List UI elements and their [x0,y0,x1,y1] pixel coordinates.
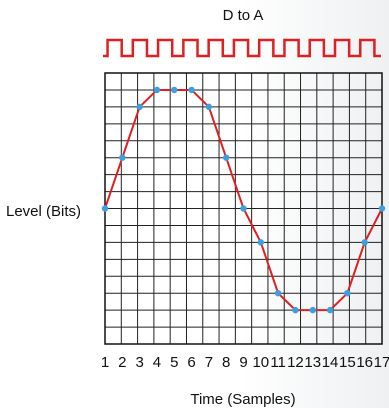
x-tick-label: 4 [153,354,161,371]
sample-point [361,239,367,245]
x-tick-label: 14 [322,354,339,371]
x-tick-label: 8 [222,354,230,371]
sample-point [292,307,298,313]
x-tick-label: 1 [101,354,109,371]
sample-point [223,154,229,160]
clock-square-wave [103,40,381,56]
x-tick-label: 12 [287,354,304,371]
x-tick-label: 16 [356,354,373,371]
sample-point [188,87,194,93]
sample-point [327,307,333,313]
sample-point [275,290,281,296]
sample-point [258,239,264,245]
sample-point [171,87,177,93]
sample-point [240,205,246,211]
x-tick-label: 15 [339,354,356,371]
sample-point [344,290,350,296]
x-tick-label: 3 [135,354,143,371]
sample-point [310,307,316,313]
x-tick-label: 6 [187,354,195,371]
x-tick-label: 5 [170,354,178,371]
x-tick-label: 17 [374,354,389,371]
y-axis-label: Level (Bits) [6,203,81,220]
sample-point [136,104,142,110]
sample-point [102,205,108,211]
chart-title: D to A [223,7,264,24]
x-tick-label: 13 [304,354,321,371]
x-tick-label: 11 [270,354,286,371]
x-tick-labels: 1 2 3 4 5 6 7 8 9 10 11 12 13 14 15 16 17 [101,354,389,371]
x-axis-label: Time (Samples) [190,391,295,408]
x-tick-label: 7 [205,354,213,371]
sample-point [206,104,212,110]
sample-point [119,154,125,160]
x-tick-label: 10 [252,354,269,371]
x-tick-label: 2 [118,354,126,371]
signal-line [105,90,382,310]
x-tick-label: 9 [239,354,247,371]
sample-point [154,87,160,93]
sample-markers [102,87,385,314]
sample-point [379,205,385,211]
